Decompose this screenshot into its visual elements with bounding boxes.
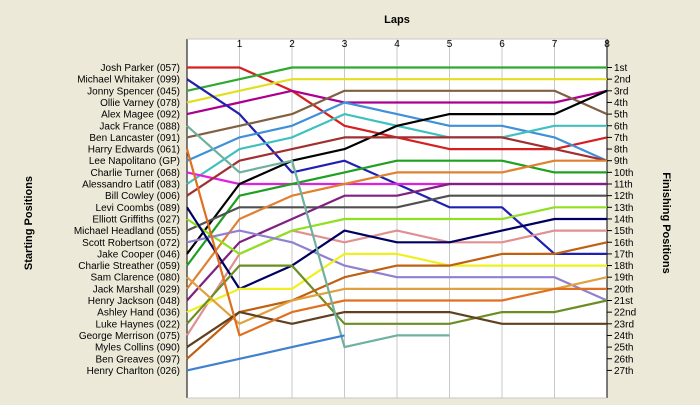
finishing-position-label: 13th <box>614 203 633 214</box>
series-line <box>186 159 607 267</box>
driver-label: Ben Lancaster (091) <box>89 133 180 144</box>
finishing-position-label: 22nd <box>614 308 636 319</box>
finishing-position-labels: 1st2nd3rd4th5th6th7th8th9th10th11th12th1… <box>607 63 636 377</box>
finishing-position-label: 20th <box>614 284 633 295</box>
lap-tick-label: 3 <box>342 39 348 50</box>
x-axis-title: Laps <box>384 14 410 26</box>
lap-tick-labels: 1 2 3 4 5 6 7 8 <box>237 39 611 50</box>
driver-label: Ben Greaves (097) <box>96 354 181 365</box>
lap-tick-label: 4 <box>394 39 400 50</box>
driver-label: Henry Charlton (026) <box>87 366 180 377</box>
driver-label: Scott Robertson (072) <box>82 238 180 249</box>
driver-label: Jack Marshall (029) <box>93 284 180 295</box>
series-line <box>186 206 607 290</box>
finishing-position-label: 2nd <box>614 75 631 86</box>
driver-label: Bill Cowley (006) <box>105 191 180 202</box>
finishing-position-label: 21st <box>614 296 633 307</box>
finishing-position-label: 3rd <box>614 86 628 97</box>
series-line <box>186 311 607 349</box>
finishing-position-label: 8th <box>614 145 628 156</box>
series-line <box>186 229 608 302</box>
driver-label: Charlie Turner (068) <box>91 168 180 179</box>
series-line <box>186 334 345 372</box>
finishing-position-label: 17th <box>614 249 633 260</box>
driver-label: Ollie Varney (078) <box>100 98 180 109</box>
driver-label: Ashley Hand (036) <box>97 308 180 319</box>
finishing-position-label: 24th <box>614 331 633 342</box>
series-line <box>186 124 450 349</box>
finishing-position-label: 25th <box>614 343 633 354</box>
driver-label: Jonny Spencer (045) <box>87 86 180 97</box>
series-line <box>186 89 608 116</box>
finishing-position-label: 26th <box>614 354 633 365</box>
finishing-position-label: 16th <box>614 238 633 249</box>
left-axis-title: Starting Positions <box>23 176 35 270</box>
driver-label: Lee Napolitano (GP) <box>89 156 180 167</box>
series-line <box>186 89 608 139</box>
series-line <box>186 264 608 325</box>
driver-label: Jake Cooper (046) <box>97 249 180 260</box>
driver-label: Elliott Griffiths (027) <box>92 214 180 225</box>
driver-label: Luke Haynes (022) <box>96 319 181 330</box>
series-line <box>186 206 607 255</box>
series-line <box>186 241 608 360</box>
series-line <box>186 78 607 104</box>
driver-label: Michael Headland (055) <box>74 226 180 237</box>
driver-label: Alessandro Latif (083) <box>82 180 180 191</box>
driver-label: Sam Clarence (080) <box>91 273 180 284</box>
finishing-position-label: 18th <box>614 261 633 272</box>
lap-tick-label: 2 <box>289 39 295 50</box>
finishing-position-label: 1st <box>614 63 628 74</box>
series-lines <box>185 66 608 372</box>
lap-tick-label: 5 <box>447 39 453 50</box>
lap-tick-label: 6 <box>499 39 505 50</box>
finishing-position-label: 11th <box>614 180 633 191</box>
finishing-position-label: 23rd <box>614 319 634 330</box>
finishing-position-label: 6th <box>614 121 628 132</box>
lap-tick-label: 7 <box>552 39 558 50</box>
driver-label: Michael Whitaker (099) <box>77 75 180 86</box>
finishing-position-label: 14th <box>614 214 633 225</box>
driver-label: Jack France (088) <box>99 121 180 132</box>
driver-label: Alex Magee (092) <box>101 110 180 121</box>
series-line <box>185 148 607 337</box>
series-line <box>186 89 608 255</box>
driver-label: George Merrison (075) <box>79 331 180 342</box>
lap-tick-label: 1 <box>237 39 243 50</box>
series-line <box>186 101 608 162</box>
finishing-position-label: 4th <box>614 98 628 109</box>
finishing-position-label: 9th <box>614 156 628 167</box>
driver-label: Henry Jackson (048) <box>88 296 180 307</box>
series-line <box>186 194 607 232</box>
finishing-position-label: 10th <box>614 168 633 179</box>
series-line <box>186 136 608 197</box>
lap-tick-label: 8 <box>604 39 610 50</box>
finishing-position-label: 27th <box>614 366 633 377</box>
driver-label: Myles Collins (090) <box>95 343 180 354</box>
finishing-position-label: 5th <box>614 110 628 121</box>
series-line <box>186 66 607 92</box>
series-line <box>186 252 607 314</box>
finishing-position-label: 15th <box>614 226 633 237</box>
right-axis-title: Finishing Positions <box>660 172 672 273</box>
finishing-position-label: 12th <box>614 191 633 202</box>
finishing-position-label: 7th <box>614 133 628 144</box>
finishing-position-label: 19th <box>614 273 633 284</box>
driver-label: Charlie Streather (059) <box>78 261 180 272</box>
driver-label: Levi Coombs (089) <box>96 203 180 214</box>
series-line <box>186 159 607 290</box>
driver-label: Harry Edwards (061) <box>88 145 180 156</box>
starting-position-labels: Josh Parker (057) Jonny Spencer (045)Olli… <box>74 63 180 377</box>
driver-label: Josh Parker (057) <box>101 63 180 74</box>
